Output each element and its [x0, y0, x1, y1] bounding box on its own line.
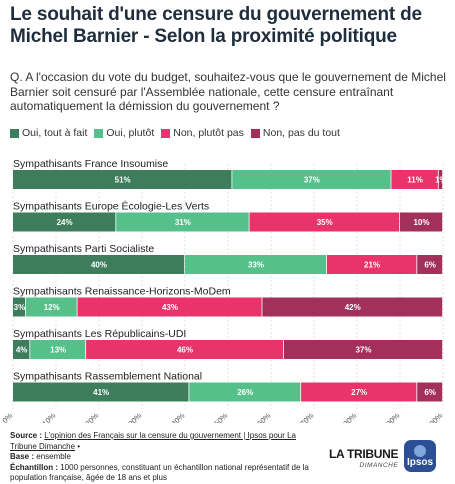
data-label: 42% [345, 303, 361, 312]
sample-label: Échantillon : [10, 462, 58, 472]
footer-notes: Source : L'opinion des Français sur la c… [10, 431, 310, 484]
category-label: Sympathisants Les Républicains-UDI [13, 328, 186, 340]
data-label: 26% [237, 388, 253, 397]
legend-label: Oui, plutôt [106, 127, 155, 139]
la-tribune-logo: LA TRIBUNE DIMANCHE [329, 447, 399, 472]
data-label: 43% [162, 303, 178, 312]
bar-segment [189, 382, 301, 402]
bar-segment [86, 340, 284, 359]
ipsos-logo-text: Ipsos [406, 457, 434, 468]
ipsos-logo-mark [414, 445, 426, 457]
bar-segment [13, 255, 185, 274]
stacked-bar-chart: 0% 10% 20% 30% 40% 50% 60% 70% 80% 90% 100% Sympath… [0, 158, 447, 423]
base-label: Base : [10, 452, 35, 461]
legend-swatch [10, 128, 19, 138]
source-suffix: • [75, 441, 81, 451]
bar-segment [438, 170, 443, 189]
bar-segment [391, 170, 438, 189]
legend-item-non-plutot: Non, plutôt pas [161, 127, 244, 139]
x-tick-label: 10% [40, 411, 57, 423]
category-label: Sympathisants France Insoumise [13, 158, 168, 170]
data-label: 37% [355, 346, 371, 355]
data-label: 33% [248, 261, 264, 270]
base-text: ensemble [34, 452, 71, 461]
source-link[interactable]: L'opinion des Français sur la censure du… [10, 431, 297, 451]
x-tick-label: 30% [126, 411, 143, 423]
data-label: 13% [50, 346, 66, 355]
category-label: Sympathisants Europe Écologie-Les Verts [13, 200, 209, 213]
bar-segment [13, 212, 116, 232]
sample-text: 1000 personnes, constituant un échantill… [10, 462, 309, 483]
legend-label: Oui, tout à fait [22, 127, 88, 139]
legend-swatch [161, 128, 171, 138]
bar-segment [326, 255, 417, 274]
bar-segment [116, 212, 249, 232]
data-label: 21% [364, 261, 380, 270]
data-label: 1% [435, 176, 447, 185]
data-label: 10% [413, 218, 429, 227]
x-tick-label: 90% [384, 411, 401, 423]
source-label: Source : [10, 431, 43, 440]
data-label: 24% [57, 218, 73, 227]
bar-segment [25, 297, 77, 317]
x-tick-label: 50% [212, 411, 229, 423]
legend: Oui, tout à fait Oui, plutôt Non, plutôt… [10, 127, 450, 139]
legend-item-oui-plutot: Oui, plutôt [94, 127, 154, 139]
bar-segment [13, 297, 26, 317]
x-tick-label: 100% [424, 411, 444, 423]
bar-segment [417, 382, 443, 402]
bar-segment [77, 297, 262, 317]
legend-label: Non, plutôt pas [173, 127, 244, 139]
data-label: 31% [175, 218, 191, 227]
x-tick-label: 0% [0, 411, 14, 423]
bar-segment [249, 212, 400, 232]
bar-segment [400, 212, 443, 232]
bar-segment [232, 170, 391, 189]
bar-segment [30, 340, 86, 359]
bar-segment [185, 255, 327, 274]
source-line: Source : L'opinion des Français sur la c… [10, 431, 310, 452]
data-label: 6% [424, 261, 436, 270]
data-label: 4% [16, 346, 28, 355]
chart-title: Le souhait d'une censure du gouvernement… [10, 4, 422, 47]
x-tick-label: 80% [341, 411, 358, 423]
data-label: 12% [44, 303, 60, 312]
legend-swatch [94, 128, 104, 138]
brand-name: LA TRIBUNE [329, 447, 399, 461]
data-label: 40% [91, 261, 107, 270]
category-label: Sympathisants Parti Socialiste [13, 243, 154, 255]
x-tick-label: 40% [169, 411, 186, 423]
x-tick-label: 20% [83, 411, 100, 423]
survey-question: Q. A l'occasion du vote du budget, souha… [10, 70, 446, 113]
data-label: 27% [351, 388, 367, 397]
category-label: Sympathisants Rassemblement National [13, 371, 202, 383]
legend-swatch [250, 128, 260, 138]
bar-segment [13, 170, 232, 189]
category-label: Sympathisants Renaissance-Horizons-MoDem [13, 286, 231, 298]
data-label: 3% [14, 303, 26, 312]
x-tick-label: 70% [298, 411, 315, 423]
bar-segment [13, 340, 30, 359]
bar-segment [262, 297, 443, 317]
x-tick-label: 60% [255, 411, 272, 423]
sample-line: Échantillon : 1000 personnes, constituan… [10, 463, 310, 484]
data-label: 11% [407, 176, 423, 185]
bar-segment [417, 255, 443, 274]
bar-segment [13, 382, 189, 402]
legend-item-oui-tout: Oui, tout à fait [10, 127, 87, 139]
base-line: Base : ensemble [10, 452, 310, 463]
legend-label: Non, pas du tout [262, 127, 340, 139]
bar-segment [301, 382, 417, 402]
data-label: 35% [317, 218, 333, 227]
brand-sub: DIMANCHE [359, 462, 399, 469]
data-label: 37% [304, 176, 320, 185]
legend-item-non-tout: Non, pas du tout [250, 127, 340, 139]
ipsos-logo: Ipsos [404, 440, 436, 472]
data-label: 46% [177, 346, 193, 355]
data-label: 6% [424, 388, 436, 397]
data-label: 51% [115, 176, 131, 185]
bar-segment [283, 340, 443, 359]
data-label: 41% [93, 388, 109, 397]
